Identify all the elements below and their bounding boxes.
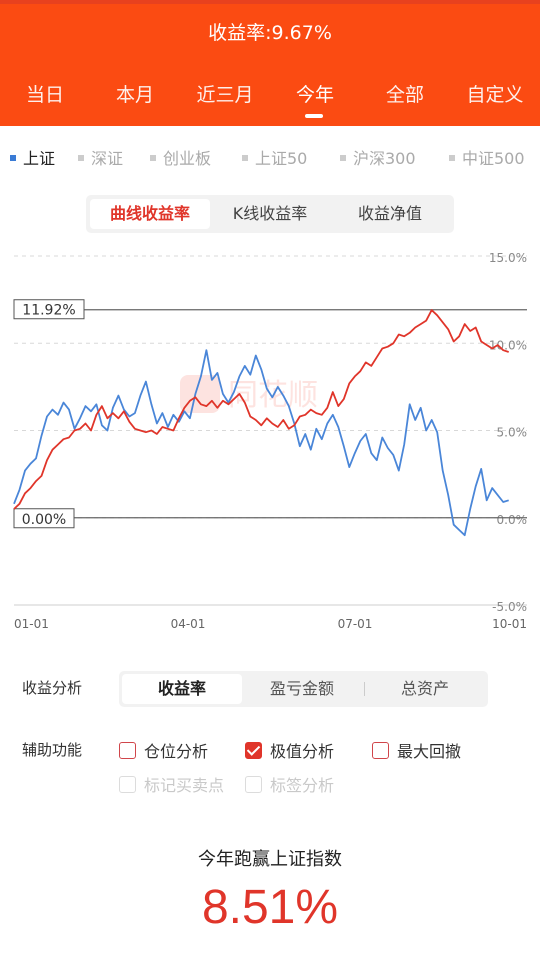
- series-line-portfolio: [13, 309, 509, 510]
- index-hs300[interactable]: 沪深300: [340, 145, 416, 169]
- max-label: 11.92%: [22, 303, 75, 319]
- tab-custom[interactable]: 自定义: [466, 84, 524, 106]
- auxiliary-functions: 辅助功能 仓位分析 极值分析 最大回撤 标记买卖点 标签分析: [0, 735, 540, 805]
- index-label: 创业板: [163, 149, 212, 168]
- tab-this-month[interactable]: 本月: [115, 84, 154, 106]
- tab-profit-loss[interactable]: 盈亏金额: [269, 679, 334, 698]
- index-zz500[interactable]: 中证500: [449, 145, 525, 169]
- series-line-index: [13, 349, 509, 537]
- period-tabs: 当日 本月 近三月 今年 全部 自定义: [0, 80, 540, 110]
- index-sh[interactable]: 上证: [10, 145, 55, 169]
- y-tick-label: 10.0%: [489, 338, 527, 352]
- legend-square-icon: [78, 154, 84, 161]
- checkbox-icon: [119, 776, 136, 793]
- max-label-box: [13, 299, 85, 320]
- aux-label: 辅助功能: [22, 741, 83, 759]
- extreme-analysis-checkbox[interactable]: 极值分析: [245, 738, 334, 762]
- option-label: 极值分析: [270, 742, 335, 761]
- index-cyb[interactable]: 创业板: [150, 145, 211, 169]
- y-tick-label: 15.0%: [489, 251, 527, 265]
- checkbox-icon: [245, 776, 262, 793]
- index-label: 中证500: [462, 149, 525, 168]
- max-drawdown-checkbox[interactable]: 最大回撤: [372, 738, 461, 762]
- index-sz50[interactable]: 上证50: [242, 145, 307, 169]
- return-analysis: 收益分析 收益率 盈亏金额 总资产: [0, 668, 540, 708]
- legend-square-icon: [10, 154, 16, 161]
- option-label: 标记买卖点: [144, 776, 225, 795]
- buy-sell-points-checkbox[interactable]: 标记买卖点: [119, 772, 224, 796]
- tag-analysis-checkbox[interactable]: 标签分析: [245, 772, 334, 796]
- tab-all[interactable]: 全部: [385, 84, 424, 106]
- checkbox-icon: [372, 742, 389, 759]
- min-label-box: [13, 508, 75, 529]
- legend-square-icon: [150, 154, 156, 161]
- analysis-label: 收益分析: [22, 679, 83, 697]
- chart-type-switch: 曲线收益率 K线收益率 收益净值: [86, 195, 454, 233]
- tab-today[interactable]: 当日: [25, 84, 64, 106]
- checkbox-icon: [119, 742, 136, 759]
- tab-curve-return[interactable]: 曲线收益率: [90, 199, 210, 229]
- tab-total-assets[interactable]: 总资产: [400, 679, 449, 698]
- tab-return-rate[interactable]: 收益率: [122, 674, 242, 704]
- index-label: 深证: [91, 149, 124, 168]
- tab-three-months[interactable]: 近三月: [196, 84, 254, 106]
- option-label: 标签分析: [270, 776, 335, 795]
- index-label: 上证: [23, 149, 56, 168]
- x-tick-label: 01-01: [14, 617, 49, 631]
- x-tick-label: 10-01: [492, 617, 527, 631]
- y-tick-label: 5.0%: [497, 426, 528, 440]
- tab-this-year[interactable]: 今年: [295, 84, 334, 106]
- y-tick-label: -5.0%: [492, 600, 527, 614]
- active-tab-indicator: [305, 114, 323, 118]
- x-tick-label: 07-01: [338, 617, 373, 631]
- index-sz[interactable]: 深证: [78, 145, 123, 169]
- x-tick-label: 04-01: [171, 617, 206, 631]
- min-label: 0.00%: [22, 512, 66, 528]
- status-strip: [0, 0, 540, 4]
- divider: [364, 682, 365, 696]
- position-analysis-checkbox[interactable]: 仓位分析: [119, 738, 208, 762]
- page-title: 收益率:9.67%: [208, 22, 332, 44]
- analysis-switch: 收益率 盈亏金额 总资产: [119, 671, 488, 707]
- index-label: 沪深300: [353, 149, 416, 168]
- index-label: 上证50: [255, 149, 308, 168]
- legend-square-icon: [449, 154, 455, 161]
- outperform-title: 今年跑赢上证指数: [198, 849, 342, 870]
- option-label: 最大回撤: [397, 742, 462, 761]
- legend-square-icon: [340, 154, 346, 161]
- legend-square-icon: [242, 154, 248, 161]
- outperform-value: 8.51%: [201, 881, 339, 934]
- option-label: 仓位分析: [144, 742, 209, 761]
- tab-net-value[interactable]: 收益净值: [357, 204, 422, 223]
- y-tick-label: 0.0%: [497, 513, 528, 527]
- checkbox-checked-icon: [245, 742, 262, 759]
- top-header: 收益率:9.67% 当日 本月 近三月 今年 全部 自定义: [0, 0, 540, 126]
- index-selector: 上证 深证 创业板 上证50 沪深300 中证500: [0, 145, 540, 169]
- tab-kline-return[interactable]: K线收益率: [232, 204, 308, 223]
